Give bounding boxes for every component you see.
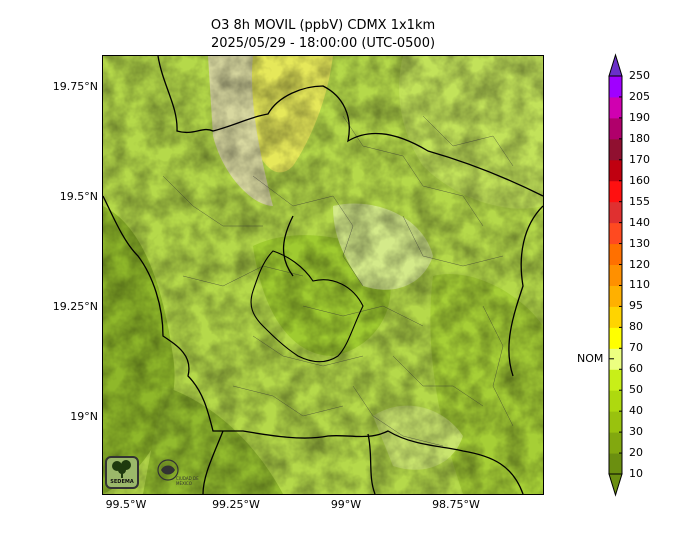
ozone-map-panel bbox=[102, 55, 544, 495]
colorbar-tick-label: 180 bbox=[629, 131, 650, 145]
colorbar-tick-label: 140 bbox=[629, 215, 650, 229]
municipal-boundaries bbox=[162, 115, 514, 447]
colorbar-tick-label: 80 bbox=[629, 320, 643, 334]
tree-icon bbox=[112, 460, 131, 478]
cdmx-logo-text: CIUDAD DE MÉXICO bbox=[176, 476, 199, 486]
colorbar-segment bbox=[609, 411, 622, 433]
colorbar-tick-label: 120 bbox=[629, 257, 650, 271]
lat-label-3: 19.25°N bbox=[52, 300, 98, 313]
colorbar-segment bbox=[609, 243, 622, 266]
colorbar-segment bbox=[609, 138, 622, 161]
colorbar-segment bbox=[609, 76, 622, 98]
colorbar-tick-label: 30 bbox=[629, 425, 643, 439]
map-title: O3 8h MOVIL (ppbV) CDMX 1x1km bbox=[210, 18, 436, 33]
colorbar-tick-label: 20 bbox=[629, 446, 643, 460]
colorbar-tick-label: 205 bbox=[629, 89, 650, 103]
colorbar-segment bbox=[609, 201, 622, 224]
colorbar-segment bbox=[609, 369, 622, 391]
colorbar-tick-label: 170 bbox=[629, 152, 650, 166]
colorbar-frame bbox=[608, 75, 623, 475]
colorbar-segment bbox=[609, 306, 622, 328]
lon-label-3: 99°W bbox=[330, 498, 362, 511]
colorbar-tick-label: 110 bbox=[629, 278, 650, 292]
colorbar-segment bbox=[609, 264, 622, 286]
colorbar-tick-label: 10 bbox=[629, 467, 643, 480]
cdmx-logo: CIUDAD DE MÉXICO bbox=[156, 456, 199, 490]
colorbar-segment bbox=[609, 327, 622, 349]
colorbar-segment bbox=[609, 222, 622, 245]
cdmx-boundary bbox=[250, 250, 364, 363]
terrain-relief-shading bbox=[103, 56, 543, 494]
colorbar-segment bbox=[609, 285, 622, 307]
lon-label-2: 99.25°W bbox=[212, 498, 260, 511]
colorbar-segment bbox=[609, 390, 622, 412]
colorbar-tick-label: 130 bbox=[629, 236, 650, 250]
ozone-map bbox=[103, 56, 543, 494]
colorbar-tick-label: 70 bbox=[629, 341, 643, 355]
lon-label-4: 98.75°W bbox=[432, 498, 480, 511]
colorbar-tick-label: 155 bbox=[629, 194, 650, 208]
colorbar-tick-label: 60 bbox=[629, 362, 643, 376]
state-boundaries bbox=[103, 56, 543, 494]
colorbar-segment bbox=[609, 348, 622, 370]
colorbar-segment bbox=[609, 117, 622, 140]
sedema-logo-text: SEDEMA bbox=[110, 479, 134, 485]
colorbar-tick-label: 160 bbox=[629, 173, 650, 187]
cdmx-emblem-icon bbox=[157, 459, 179, 481]
lat-label-2: 19.5°N bbox=[59, 190, 98, 203]
colorbar-segment bbox=[609, 159, 622, 182]
colorbar-extend-top bbox=[608, 53, 623, 77]
map-subtitle-datetime: 2025/05/29 - 18:00:00 (UTC-0500) bbox=[210, 36, 436, 51]
colorbar-segment bbox=[609, 432, 622, 454]
colorbar-tick-label: 250 bbox=[629, 69, 650, 82]
lon-label-1: 99.5°W bbox=[105, 498, 147, 511]
colorbar-segment bbox=[609, 96, 622, 119]
colorbar-tick-label: 190 bbox=[629, 110, 650, 124]
nom-marker-label: NOM bbox=[577, 351, 604, 365]
colorbar-tick-label: 95 bbox=[629, 299, 643, 313]
colorbar-tick-label: 40 bbox=[629, 404, 643, 418]
colorbar-segment bbox=[609, 453, 622, 475]
colorbar-segment bbox=[609, 180, 622, 203]
colorbar-tick-label: 50 bbox=[629, 383, 643, 397]
colorbar-extend-bottom bbox=[608, 473, 623, 497]
lat-label-1: 19.75°N bbox=[52, 80, 98, 93]
sedema-logo: SEDEMA bbox=[105, 456, 139, 489]
lat-label-4: 19°N bbox=[70, 410, 98, 423]
